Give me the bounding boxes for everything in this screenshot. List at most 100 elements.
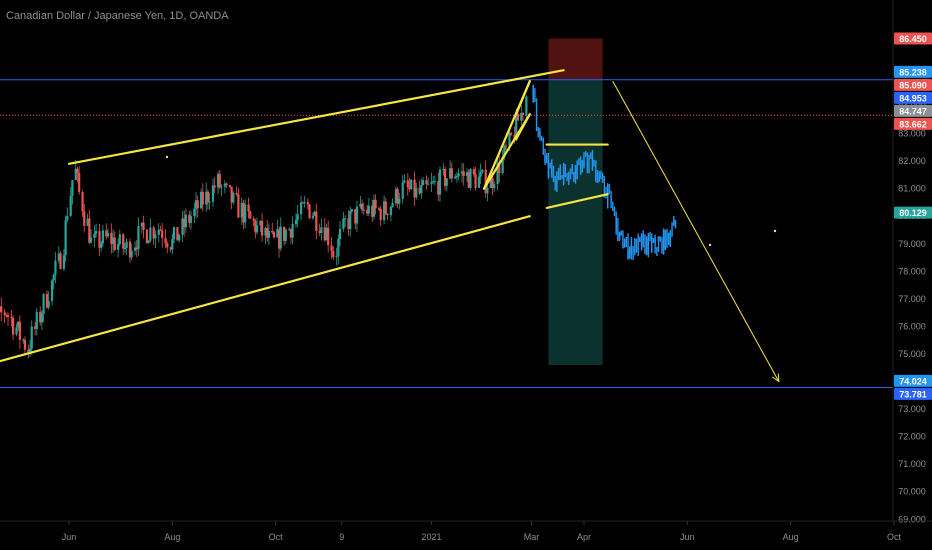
take-profit-zone[interactable]	[548, 79, 603, 365]
candle-body	[484, 169, 487, 194]
price-series	[0, 95, 528, 359]
candle-body	[398, 198, 401, 204]
candle-body	[86, 218, 89, 226]
y-tick-label: 79.000	[898, 239, 926, 249]
candle-body	[225, 183, 228, 186]
candle-body	[235, 192, 238, 195]
wedge-line[interactable]	[515, 80, 531, 116]
candle-body	[111, 237, 115, 245]
y-tick-label: 69.000	[898, 514, 926, 524]
candle-body	[201, 191, 204, 205]
candle-body	[454, 176, 457, 179]
candle-body	[183, 218, 186, 228]
x-tick-label: Apr	[577, 532, 591, 542]
candle-body	[347, 218, 350, 229]
candle-body	[271, 231, 274, 233]
y-tick-label: 73.000	[898, 404, 926, 414]
candle-body	[66, 215, 69, 221]
price-label-background	[894, 117, 932, 130]
candle-body	[289, 229, 293, 238]
price-label-background	[894, 374, 932, 387]
candle-body	[125, 241, 128, 249]
candle-body	[418, 187, 421, 194]
stop-loss-zone[interactable]	[548, 38, 603, 80]
y-tick-label: 75.000	[898, 349, 926, 359]
candle-body	[42, 294, 45, 315]
forecast-arrow[interactable]	[612, 80, 780, 382]
candle-body	[169, 247, 172, 250]
channel-lower-line[interactable]	[0, 215, 531, 370]
candle-body	[113, 237, 116, 250]
chart-title: Canadian Dollar / Japanese Yen, 1D, OAND…	[6, 10, 229, 22]
candle-body	[413, 179, 416, 198]
candle-body	[98, 231, 101, 248]
candle-body	[330, 245, 333, 252]
candle-body	[366, 209, 369, 214]
price-label-background	[894, 32, 932, 45]
trend-annotations[interactable]	[0, 69, 780, 383]
candle-body	[460, 171, 464, 174]
candle-body	[521, 112, 525, 115]
forecast-arrow-head	[771, 373, 780, 383]
candle-body	[193, 208, 196, 217]
x-axis[interactable]: Jun Aug Oct 9 2021 Mar Apr Jun Aug Oct	[0, 520, 932, 542]
candle-body	[149, 227, 152, 241]
candle-body	[106, 232, 110, 237]
candle-body	[288, 229, 291, 231]
candle-body	[213, 185, 216, 188]
candle-body	[159, 229, 162, 231]
candle-body	[349, 211, 352, 229]
x-tick-label: Aug	[783, 532, 799, 542]
candle-body	[164, 238, 167, 244]
candle-body	[367, 205, 370, 214]
candle-body	[249, 211, 252, 219]
candle-body	[445, 178, 448, 186]
price-label-text: 73.781	[899, 389, 927, 399]
candle-body	[93, 233, 96, 238]
short-position-tool[interactable]	[548, 38, 603, 365]
candle-body	[415, 187, 418, 198]
price-label: 80.129	[894, 206, 932, 219]
candle-body	[218, 173, 221, 188]
candle-body	[408, 187, 411, 190]
price-label: 74.024	[894, 374, 932, 387]
candle-body	[45, 294, 49, 308]
candle-body	[74, 168, 77, 181]
candle-body	[255, 225, 259, 233]
candle-body	[64, 220, 67, 256]
candle-body	[318, 230, 321, 234]
price-label-background	[894, 206, 932, 219]
candle-body	[30, 326, 33, 349]
candle-body	[386, 213, 389, 216]
candle-body	[283, 226, 286, 241]
candle-body	[105, 230, 108, 237]
candle-body	[6, 315, 10, 317]
channel-upper-line[interactable]	[67, 69, 565, 165]
price-label: 85.238	[894, 65, 932, 78]
candle-body	[332, 251, 335, 258]
candle-body	[216, 173, 220, 188]
price-label-background	[894, 104, 932, 117]
candle-body	[178, 234, 181, 241]
x-tick-label: Oct	[887, 532, 902, 542]
candle-body	[5, 314, 8, 316]
candle-body	[438, 169, 442, 195]
candle-body	[81, 192, 84, 212]
candle-body	[430, 182, 433, 184]
candle-body	[166, 243, 169, 248]
candle-body	[118, 234, 121, 245]
candle-body	[449, 168, 452, 179]
candle-body	[172, 227, 176, 240]
range-bottom-line[interactable]	[545, 193, 609, 210]
candle-body	[291, 224, 294, 238]
candle-body	[27, 349, 30, 353]
y-tick-label: 83.000	[898, 129, 926, 139]
candle-body	[154, 234, 157, 239]
horizontal-levels[interactable]	[0, 79, 893, 389]
price-label: 86.450	[894, 32, 932, 45]
price-label-text: 83.662	[899, 119, 927, 129]
wedge-line[interactable]	[482, 113, 531, 190]
candle-body	[294, 219, 298, 225]
candle-body	[230, 186, 233, 203]
